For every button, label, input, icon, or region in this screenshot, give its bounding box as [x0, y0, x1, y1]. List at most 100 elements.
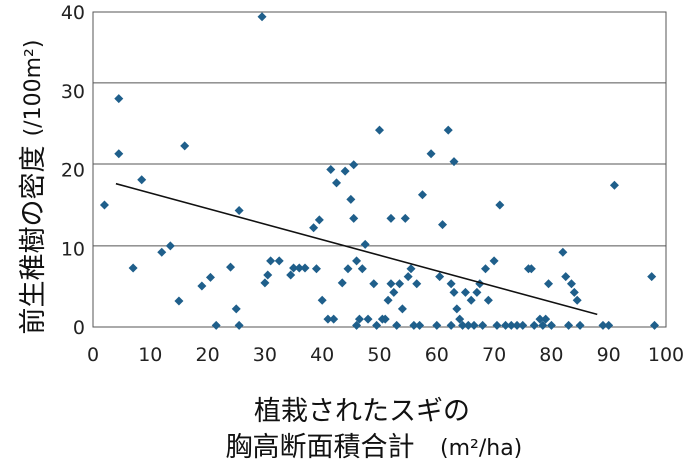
data-point [205, 272, 215, 282]
data-point [575, 320, 585, 330]
y-tick-label: 10 [61, 238, 85, 260]
data-point [137, 175, 147, 185]
gridlines [93, 82, 666, 247]
data-point [337, 278, 347, 288]
data-point [455, 314, 465, 324]
data-point [466, 295, 476, 305]
x-tick-label: 100 [648, 344, 684, 366]
y-tick-label: 0 [73, 317, 85, 339]
data-point [458, 320, 468, 330]
data-points [99, 12, 660, 330]
x-tick-label: 10 [138, 344, 162, 366]
data-point [263, 270, 273, 280]
data-point [286, 270, 296, 280]
data-point [463, 320, 473, 330]
data-point [360, 239, 370, 249]
data-point [300, 263, 310, 273]
y-tick-label: 40 [61, 2, 85, 24]
x-axis-label: 植栽されたスギの [254, 396, 470, 427]
y-tick-label: 20 [61, 160, 85, 182]
data-point [561, 272, 571, 282]
data-point [346, 194, 356, 204]
data-point [314, 215, 324, 225]
data-point [647, 272, 657, 282]
x-tick-label: 50 [367, 344, 391, 366]
x-tick-label: 90 [597, 344, 621, 366]
data-point [489, 256, 499, 266]
y-tick-labels: 0 10 20 30 40 [61, 2, 85, 339]
data-point [352, 320, 362, 330]
data-point [650, 320, 660, 330]
data-point [289, 263, 299, 273]
data-point [446, 279, 456, 289]
data-point [349, 160, 359, 170]
data-point [609, 180, 619, 190]
data-point [598, 320, 608, 330]
data-point [492, 320, 502, 330]
x-tick-label: 60 [425, 344, 449, 366]
data-point [389, 287, 399, 297]
data-point [114, 94, 124, 104]
data-point [529, 320, 539, 330]
data-point [392, 320, 402, 330]
data-point [546, 320, 556, 330]
x-tick-label: 20 [196, 344, 220, 366]
data-point [260, 278, 270, 288]
data-point [452, 304, 462, 314]
data-point [506, 320, 516, 330]
data-point [257, 12, 267, 22]
data-point [495, 200, 505, 210]
x-tick-label: 40 [310, 344, 334, 366]
data-point [435, 272, 445, 282]
data-point [443, 125, 453, 135]
x-tick-label: 80 [539, 344, 563, 366]
data-point [535, 314, 545, 324]
data-point [469, 320, 479, 330]
data-point [180, 141, 190, 151]
data-point [309, 223, 319, 233]
data-point [294, 263, 304, 273]
data-point [526, 264, 536, 274]
data-point [128, 263, 138, 273]
data-point [449, 287, 459, 297]
data-point [460, 287, 470, 297]
data-point [518, 320, 528, 330]
data-point [357, 264, 367, 274]
data-point [566, 279, 576, 289]
data-point [372, 320, 382, 330]
data-point [395, 279, 405, 289]
data-point [512, 320, 522, 330]
data-point [386, 279, 396, 289]
data-point [369, 279, 379, 289]
data-point [323, 314, 333, 324]
x-tick-label: 30 [253, 344, 277, 366]
y-axis-label: 前生稚樹の密度 [18, 146, 49, 335]
data-point [538, 320, 548, 330]
y-axis-unit: (/100m²) [21, 40, 46, 137]
data-point [541, 314, 551, 324]
x-tick-labels: 0 10 20 30 40 50 60 70 80 90 100 [87, 344, 684, 366]
data-point [412, 279, 422, 289]
data-point [403, 272, 413, 282]
y-axis-title: 前生稚樹の密度 (/100m²) [18, 40, 49, 335]
data-point [478, 320, 488, 330]
data-point [397, 304, 407, 314]
data-point [604, 320, 614, 330]
data-point [226, 262, 236, 272]
data-point [569, 287, 579, 297]
data-point [311, 264, 321, 274]
data-point [354, 314, 364, 324]
data-point [234, 320, 244, 330]
x-tick-label: 70 [482, 344, 506, 366]
data-point [432, 320, 442, 330]
data-point [329, 314, 339, 324]
data-point [558, 247, 568, 257]
plot-area [92, 11, 667, 328]
data-point [383, 295, 393, 305]
data-point [157, 247, 167, 257]
data-point [326, 165, 336, 174]
data-point [380, 314, 390, 324]
data-point [99, 200, 109, 210]
data-point [426, 149, 436, 159]
